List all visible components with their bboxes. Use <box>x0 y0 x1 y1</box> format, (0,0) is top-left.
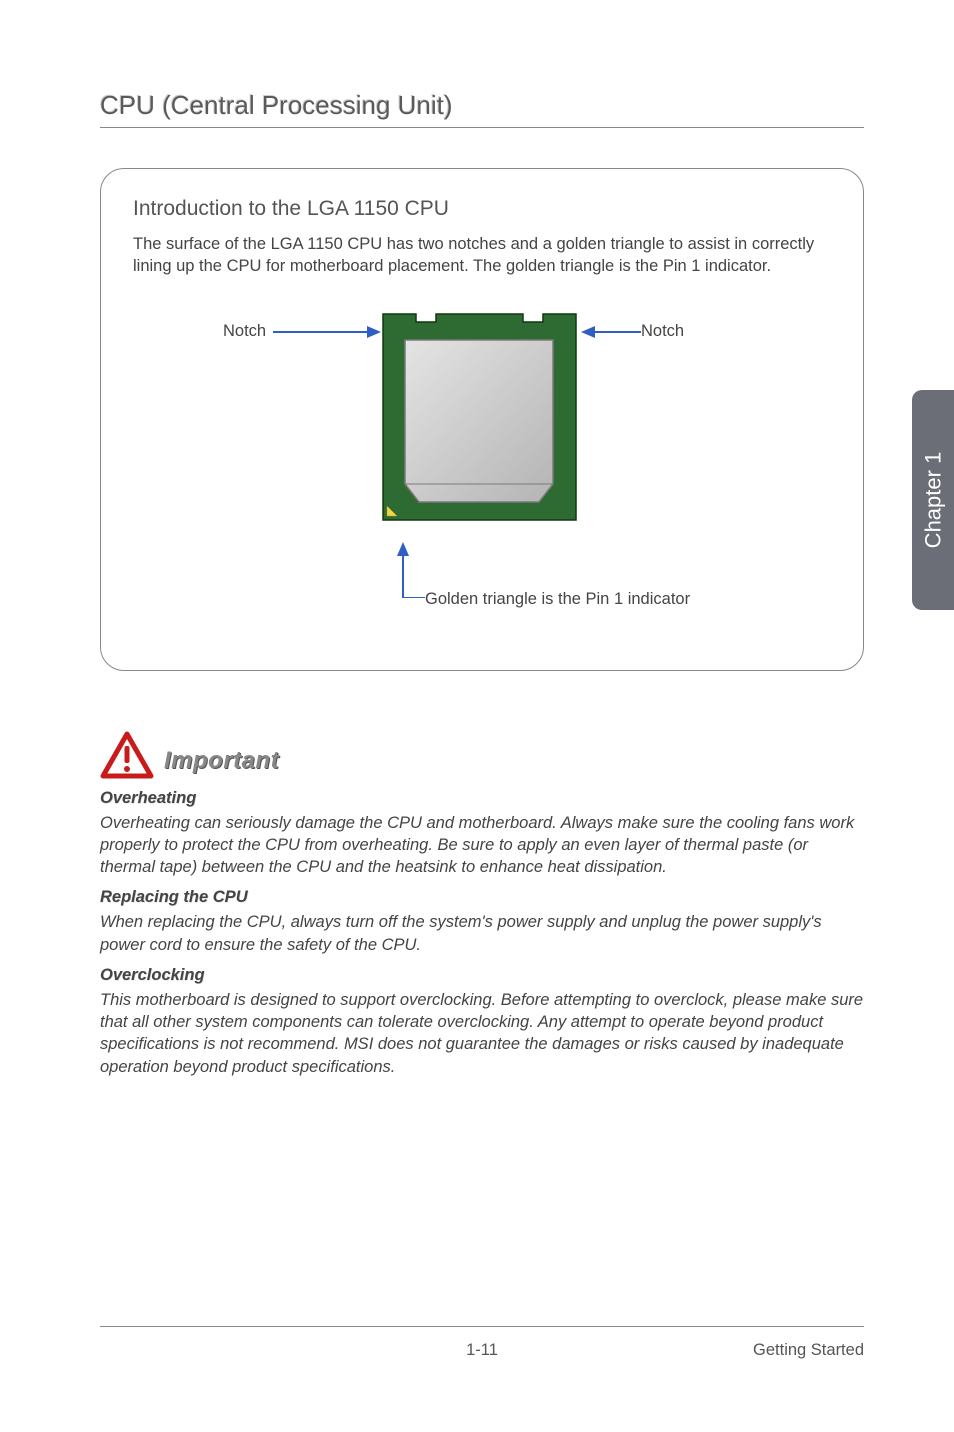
notch-label-right: Notch <box>641 322 684 341</box>
cpu-diagram: Notch <box>133 308 831 638</box>
chapter-tab-text: Chapter 1 <box>920 452 946 549</box>
important-label: Important <box>164 747 279 775</box>
arrow-up-elbow-icon <box>395 542 425 598</box>
overheating-body: Overheating can seriously damage the CPU… <box>100 812 864 879</box>
page-number: 1-11 <box>466 1341 498 1360</box>
replacing-head: Replacing the CPU <box>100 888 864 907</box>
golden-triangle-label: Golden triangle is the Pin 1 indicator <box>425 590 690 609</box>
warning-triangle-icon <box>100 731 154 779</box>
replacing-body: When replacing the CPU, always turn off … <box>100 911 864 956</box>
chapter-side-tab: Chapter 1 <box>912 390 954 610</box>
intro-box: Introduction to the LGA 1150 CPU The sur… <box>100 168 864 671</box>
page-footer: 1-11 Getting Started <box>100 1326 864 1360</box>
overheating-head: Overheating <box>100 789 864 808</box>
arrow-right-icon <box>273 321 381 343</box>
arrow-left-icon <box>581 321 641 343</box>
important-heading: Important <box>100 731 864 779</box>
overclocking-body: This motherboard is designed to support … <box>100 989 864 1078</box>
notch-label-left: Notch <box>223 322 266 341</box>
section-title: CPU (Central Processing Unit) <box>100 90 864 128</box>
footer-section: Getting Started <box>753 1341 864 1360</box>
intro-text: The surface of the LGA 1150 CPU has two … <box>133 233 831 278</box>
cpu-chip-icon <box>381 308 581 538</box>
overclocking-head: Overclocking <box>100 966 864 985</box>
intro-title: Introduction to the LGA 1150 CPU <box>133 197 831 221</box>
